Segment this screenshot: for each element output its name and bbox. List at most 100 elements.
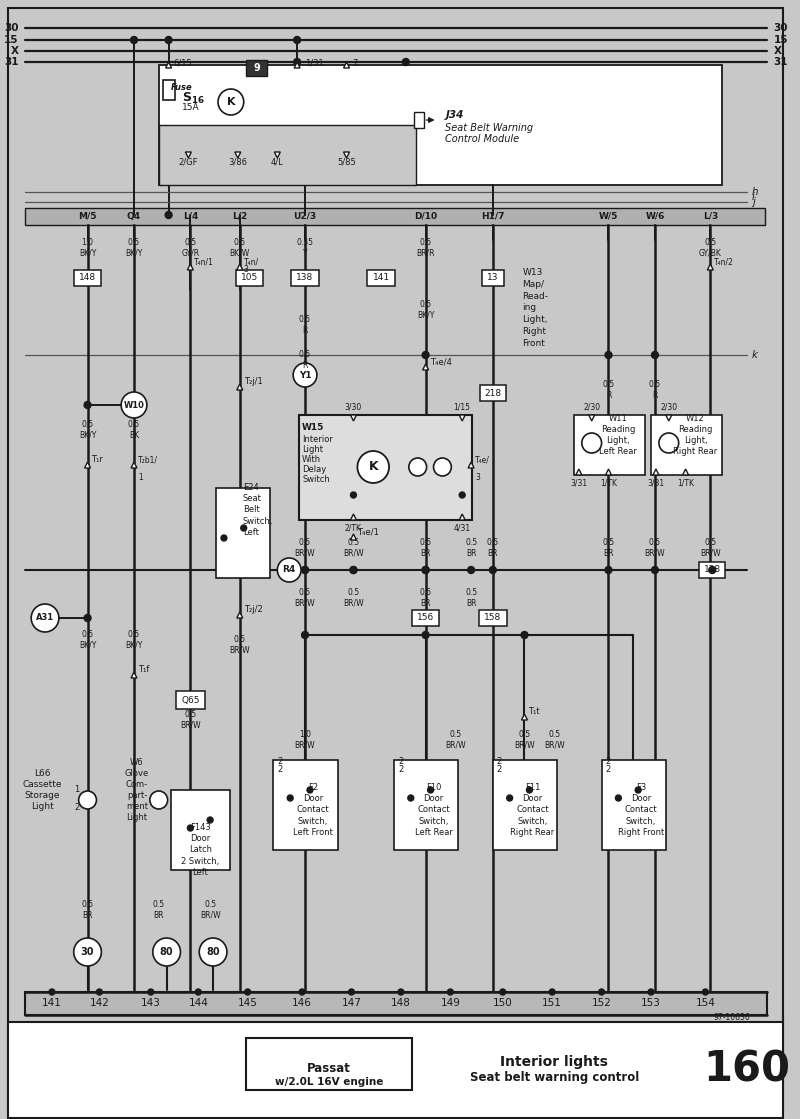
Text: 147: 147 (342, 998, 362, 1008)
Circle shape (468, 566, 474, 574)
Text: 0.5
R: 0.5 R (299, 316, 311, 335)
Bar (291, 270, 319, 286)
Circle shape (148, 989, 154, 995)
Circle shape (490, 566, 496, 574)
Polygon shape (350, 415, 357, 421)
Polygon shape (274, 152, 280, 158)
Text: 218: 218 (484, 388, 502, 397)
Circle shape (549, 989, 555, 995)
Text: 1.0
BK/Y: 1.0 BK/Y (79, 238, 96, 257)
Polygon shape (166, 62, 171, 68)
Text: 1/31: 1/31 (305, 58, 324, 67)
Text: 151: 151 (542, 998, 562, 1008)
Circle shape (165, 37, 172, 44)
Circle shape (121, 392, 147, 419)
Polygon shape (522, 714, 527, 720)
Text: Y1: Y1 (298, 370, 311, 379)
Text: 0.5
BR/W: 0.5 BR/W (230, 636, 250, 655)
Text: X: X (774, 46, 782, 56)
Circle shape (302, 631, 309, 639)
Bar (367, 270, 395, 286)
Text: 0.5
BR/R: 0.5 BR/R (416, 238, 435, 257)
Bar (574, 415, 645, 474)
Bar (26, 208, 765, 225)
Text: h: h (752, 187, 758, 197)
Polygon shape (85, 462, 90, 468)
Bar (493, 760, 557, 850)
Text: 0.5
BK/Y: 0.5 BK/Y (417, 300, 434, 320)
Polygon shape (707, 264, 714, 270)
Text: 0.5
BK: 0.5 BK (128, 421, 140, 440)
Text: 15: 15 (4, 35, 18, 45)
Circle shape (245, 989, 250, 995)
Polygon shape (343, 62, 350, 68)
Text: W13
Map/
Read-
ing
Light,
Right
Front: W13 Map/ Read- ing Light, Right Front (522, 267, 549, 348)
Text: T₂b1/: T₂b1/ (138, 455, 158, 464)
Circle shape (218, 90, 244, 115)
Text: k: k (752, 350, 758, 360)
Bar (246, 1038, 412, 1090)
Bar (175, 692, 205, 709)
Circle shape (187, 825, 194, 831)
Text: 0.5
BR/W: 0.5 BR/W (200, 901, 221, 920)
Text: 150: 150 (493, 998, 513, 1008)
Circle shape (165, 211, 172, 218)
Polygon shape (343, 152, 350, 158)
Text: 0.5
BK/W: 0.5 BK/W (230, 238, 250, 257)
Text: T₄e/1: T₄e/1 (358, 527, 379, 536)
Bar (412, 610, 439, 626)
Text: 4/31: 4/31 (454, 524, 470, 533)
Text: 141: 141 (373, 273, 390, 282)
Text: W/6: W/6 (646, 211, 665, 220)
Text: W12
Reading
Light,
Right Rear: W12 Reading Light, Right Rear (674, 414, 718, 457)
Text: 1/TK: 1/TK (600, 479, 617, 488)
Text: 158: 158 (484, 613, 502, 622)
Text: Q65: Q65 (181, 696, 199, 705)
Text: 1/15: 1/15 (454, 403, 470, 412)
Text: 0.5
BR: 0.5 BR (419, 589, 432, 608)
Text: 145: 145 (238, 998, 258, 1008)
Text: 13: 13 (487, 273, 498, 282)
Polygon shape (459, 514, 465, 520)
Text: L/2: L/2 (232, 211, 247, 220)
Text: Switch: Switch (302, 474, 330, 483)
Circle shape (702, 989, 708, 995)
Text: 0.5
BR/W: 0.5 BR/W (514, 731, 534, 750)
Text: 156: 156 (417, 613, 434, 622)
Text: K: K (226, 97, 235, 107)
Text: 3: 3 (244, 265, 249, 274)
Text: Interior: Interior (302, 434, 333, 443)
Circle shape (207, 817, 213, 822)
Bar (274, 760, 338, 850)
Circle shape (31, 604, 59, 632)
Circle shape (709, 566, 716, 574)
Text: 2: 2 (606, 758, 610, 767)
Text: Passat: Passat (307, 1062, 350, 1074)
Circle shape (84, 402, 91, 408)
Text: W11
Reading
Light,
Left Rear: W11 Reading Light, Left Rear (599, 414, 638, 457)
Circle shape (349, 989, 354, 995)
Text: M/5: M/5 (78, 211, 97, 220)
Circle shape (500, 989, 506, 995)
Text: 0.5
BK/Y: 0.5 BK/Y (126, 238, 142, 257)
Text: D/10: D/10 (414, 211, 437, 220)
Text: 0.5
BR: 0.5 BR (82, 901, 94, 920)
Circle shape (422, 351, 429, 358)
Text: 30: 30 (81, 947, 94, 957)
Text: 80: 80 (206, 947, 220, 957)
Text: 1.0
BR/W: 1.0 BR/W (294, 731, 315, 750)
Text: 30: 30 (4, 23, 18, 32)
Text: 9: 9 (254, 63, 260, 73)
Text: Light: Light (302, 444, 323, 453)
Text: L66
Cassette
Storage
Light: L66 Cassette Storage Light (22, 769, 62, 811)
Polygon shape (666, 415, 672, 421)
Text: F10
Door
Contact
Switch,
Left Rear: F10 Door Contact Switch, Left Rear (414, 783, 453, 837)
Text: F2
Door
Contact
Switch,
Left Front: F2 Door Contact Switch, Left Front (293, 783, 333, 837)
Text: K: K (369, 461, 378, 473)
Text: 2/TK: 2/TK (345, 524, 362, 533)
Text: 0.5
BR/W: 0.5 BR/W (180, 711, 201, 730)
Circle shape (130, 37, 138, 44)
Text: 3/30: 3/30 (345, 403, 362, 412)
Text: W15: W15 (302, 423, 325, 432)
Text: 160: 160 (703, 1049, 790, 1091)
